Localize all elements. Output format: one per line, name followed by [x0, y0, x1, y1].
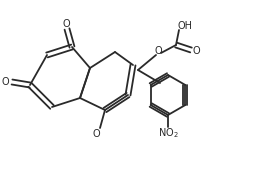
Text: O: O [154, 46, 162, 56]
Text: O: O [1, 77, 9, 87]
Text: O: O [192, 46, 200, 56]
Text: O: O [92, 129, 100, 139]
Text: O: O [62, 19, 70, 29]
Text: NO$_2$: NO$_2$ [158, 126, 178, 140]
Text: OH: OH [177, 21, 192, 31]
